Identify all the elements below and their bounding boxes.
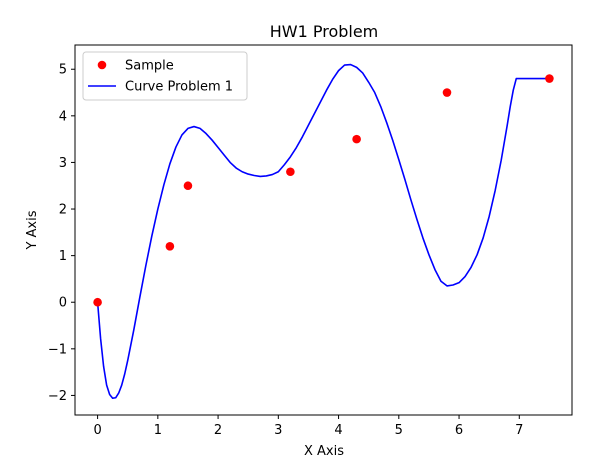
plot-area [93,63,554,400]
x-tick-label: 4 [334,423,342,438]
legend-label-curve: Curve Problem 1 [125,80,233,95]
y-tick-label: 0 [59,296,67,311]
sample-point [93,297,102,307]
axes: 0 1 2 3 4 5 6 7 −2 −1 0 1 2 3 4 5 [48,44,573,438]
chart-title: HW1 Problem [270,22,379,41]
x-tick-label: 5 [395,423,403,438]
y-tick-label: −2 [48,389,67,404]
series-line-curve [96,63,550,400]
legend: Sample Curve Problem 1 [82,51,248,101]
y-tick-label: 1 [59,249,67,264]
legend-label-sample: Sample [125,59,174,74]
x-tick-label: 6 [455,423,463,438]
sample-point [545,74,554,83]
sample-point [352,134,361,144]
y-tick-label: 4 [59,109,67,124]
sample-point [442,88,452,97]
sample-point [286,167,295,177]
x-axis-label: X Axis [304,444,344,459]
sample-point [183,181,193,191]
y-tick-label: 2 [59,203,67,218]
axes-frame [74,44,573,416]
legend-box [82,51,248,101]
x-tick-label: 2 [214,423,222,438]
x-tick-label: 3 [274,423,282,438]
x-tick-label: 7 [515,423,523,438]
x-tick-label: 1 [154,423,162,438]
y-tick-label: 5 [59,63,67,78]
x-tick-label: 0 [93,423,101,438]
y-axis-label: Y Axis [25,210,40,250]
y-tick-label: 3 [59,156,67,171]
y-tick-label: −1 [48,342,67,357]
legend-marker-sample [97,60,107,70]
sample-point [165,242,175,251]
